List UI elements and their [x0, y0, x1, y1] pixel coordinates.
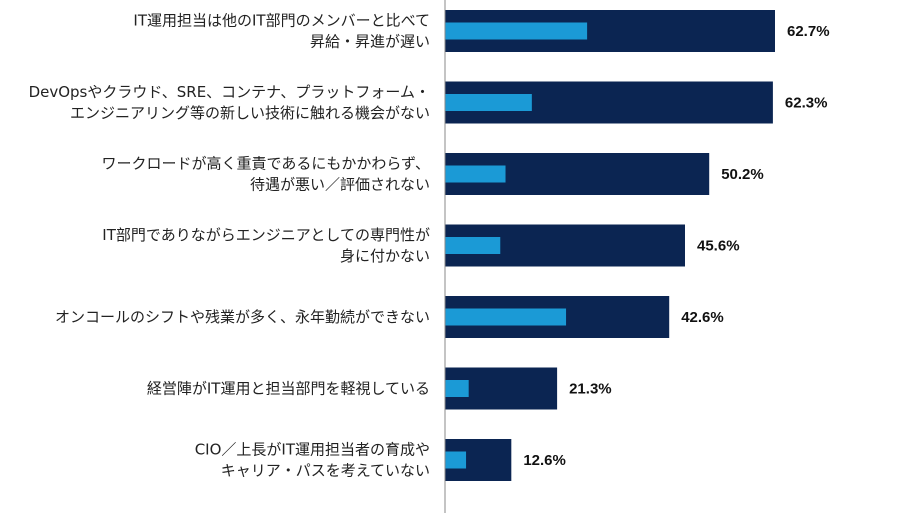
value-label-2: 62.3%: [785, 95, 828, 112]
bar-inner-4: [445, 237, 501, 254]
value-label-7: 12.6%: [523, 452, 566, 469]
category-label-line: IT運用担当は他のIT部門のメンバーと比べて: [133, 12, 430, 30]
bars-group: 62.7% 62.3% 50.2% 45.6% 42.6% 21.3% 12.6%: [445, 10, 830, 481]
value-label-4: 45.6%: [697, 238, 740, 255]
bar-inner-3: [445, 165, 506, 183]
category-label-line: 身に付かない: [340, 247, 430, 265]
category-label-7: CIO／上長がIT運用担当者の育成やキャリア・パスを考えていない: [195, 441, 430, 480]
category-label-line: キャリア・パスを考えていない: [221, 462, 430, 480]
bar-inner-7: [445, 451, 467, 469]
bar-inner-5: [445, 308, 567, 326]
category-label-5: オンコールのシフトや残業が多く、永年勤続ができない: [55, 308, 430, 326]
category-label-2: DevOpsやクラウド、SRE、コンテナ、プラットフォーム・エンジニアリング等の…: [29, 83, 430, 122]
category-label-6: 経営陣がIT運用と担当部門を軽視している: [147, 380, 430, 398]
category-label-line: 待遇が悪い／評価されない: [250, 176, 430, 194]
category-label-1: IT運用担当は他のIT部門のメンバーと比べて昇給・昇進が遅い: [133, 12, 430, 51]
category-label-line: エンジニアリング等の新しい技術に触れる機会がない: [70, 104, 430, 122]
bar-inner-6: [445, 380, 469, 397]
value-label-5: 42.6%: [681, 309, 724, 326]
category-label-4: IT部門でありながらエンジニアとしての専門性が身に付かない: [102, 226, 430, 265]
category-label-line: ワークロードが高く重責であるにもかかわらず、: [101, 155, 430, 173]
value-label-3: 50.2%: [721, 166, 764, 183]
category-label-line: 経営陣がIT運用と担当部門を軽視している: [147, 380, 430, 398]
category-label-3: ワークロードが高く重責であるにもかかわらず、待遇が悪い／評価されない: [101, 155, 430, 194]
category-label-line: 昇給・昇進が遅い: [310, 33, 430, 51]
category-label-line: IT部門でありながらエンジニアとしての専門性が: [102, 226, 430, 244]
value-label-1: 62.7%: [787, 23, 830, 40]
category-label-line: オンコールのシフトや残業が多く、永年勤続ができない: [55, 308, 430, 326]
value-label-6: 21.3%: [569, 381, 612, 398]
category-label-line: DevOpsやクラウド、SRE、コンテナ、プラットフォーム・: [29, 83, 430, 101]
bar-inner-1: [445, 22, 588, 40]
category-labels-group: IT運用担当は他のIT部門のメンバーと比べて昇給・昇進が遅い DevOpsやクラウ…: [29, 12, 430, 480]
bar-inner-2: [445, 94, 532, 111]
category-label-line: CIO／上長がIT運用担当者の育成や: [195, 441, 430, 459]
